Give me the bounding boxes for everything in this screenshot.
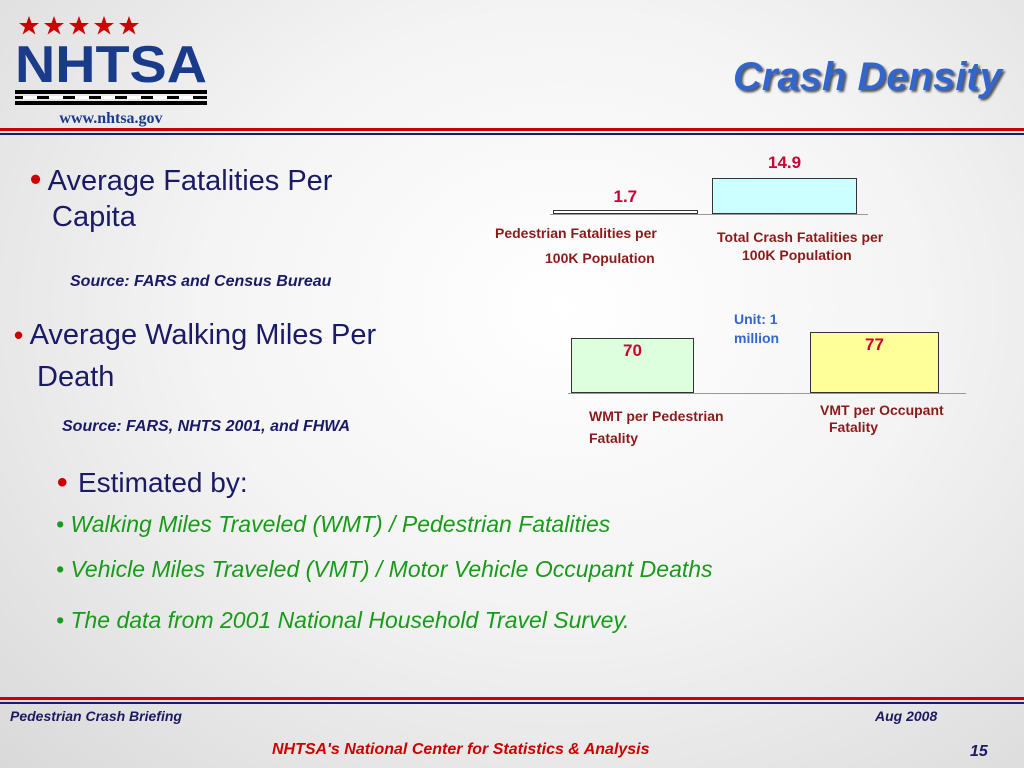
chart2-bar-wmt bbox=[571, 337, 694, 393]
logo-url: www.nhtsa.gov bbox=[59, 110, 162, 127]
header-divider-blue bbox=[0, 133, 1024, 135]
page-number: 15 bbox=[970, 743, 988, 760]
section1-heading-line2: Capita bbox=[52, 201, 136, 233]
chart1-value-pedestrian: 1.7 bbox=[613, 186, 638, 206]
chart1-category-total: Total Crash Fatalities per 100K Populati… bbox=[717, 228, 883, 264]
section2-heading: • Average Walking Miles Per bbox=[14, 318, 376, 352]
chart2-value-wmt: 70 bbox=[623, 340, 642, 360]
chart1-category-pedestrian-line1: Pedestrian Fatalities per bbox=[495, 225, 657, 241]
chart2-unit-note: Unit: 1 million bbox=[734, 310, 779, 348]
nhtsa-logo: NHTSA www.nhtsa.gov bbox=[15, 10, 210, 128]
page-title: Crash Density bbox=[733, 55, 1002, 99]
estimate-item-nhts: • The data from 2001 National Household … bbox=[56, 607, 630, 633]
section2-source: Source: FARS, NHTS 2001, and FHWA bbox=[62, 418, 351, 435]
chart1-category-pedestrian-line2: 100K Population bbox=[545, 250, 655, 266]
section3-heading: • Estimated by: bbox=[57, 466, 248, 500]
chart2-category-wmt: WMT per Pedestrian Fatality bbox=[589, 405, 724, 449]
footer-date: Aug 2008 bbox=[875, 708, 938, 724]
chart1-value-total: 14.9 bbox=[768, 153, 802, 172]
section1-heading-line1: Average Fatalities Per bbox=[47, 165, 333, 197]
chart1-axis bbox=[550, 214, 868, 215]
section2-heading-line2: Death bbox=[37, 361, 115, 393]
chart2-axis bbox=[568, 393, 966, 394]
chart2-category-vmt-line2: Fatality bbox=[829, 419, 879, 435]
section1-source: Source: FARS and Census Bureau bbox=[70, 273, 332, 290]
footer-briefing: Pedestrian Crash Briefing bbox=[10, 708, 182, 724]
chart1-category-pedestrian: Pedestrian Fatalities per 100K Populatio… bbox=[495, 224, 657, 267]
header-divider-red bbox=[0, 128, 1024, 131]
bullet-icon: • bbox=[57, 466, 68, 499]
footer-divider-red bbox=[0, 697, 1024, 700]
chart1-bar-total bbox=[712, 178, 857, 214]
chart2-unit-line1: Unit: 1 bbox=[734, 311, 778, 327]
chart2-category-wmt-line1: WMT per Pedestrian bbox=[589, 408, 724, 424]
chart2-bar-vmt bbox=[810, 332, 939, 393]
chart2-category-wmt-line2: Fatality bbox=[589, 430, 639, 446]
nhtsa-logo-graphic: NHTSA www.nhtsa.gov bbox=[15, 16, 207, 127]
footer-divider-blue bbox=[0, 702, 1024, 704]
bullet-icon: • bbox=[14, 320, 24, 350]
chart2-category-vmt: VMT per Occupant Fatality bbox=[820, 402, 944, 436]
chart1-category-total-line1: Total Crash Fatalities per bbox=[717, 229, 884, 245]
section3-heading-text: Estimated by: bbox=[77, 467, 248, 498]
chart2-category-vmt-line1: VMT per Occupant bbox=[820, 402, 944, 418]
estimate-item-wmt: • Walking Miles Traveled (WMT) / Pedestr… bbox=[56, 511, 611, 537]
estimate-item-vmt: • Vehicle Miles Traveled (VMT) / Motor V… bbox=[56, 556, 713, 582]
chart2-value-vmt: 77 bbox=[865, 335, 884, 354]
chart1-bar-pedestrian bbox=[553, 209, 698, 214]
bullet-icon: • bbox=[30, 161, 42, 197]
chart1-category-total-line2: 100K Population bbox=[742, 247, 852, 263]
chart2-unit-line2: million bbox=[734, 330, 780, 346]
section1-heading: • Average Fatalities Per bbox=[30, 162, 332, 198]
section2-heading-line1: Average Walking Miles Per bbox=[29, 319, 377, 351]
logo-text: NHTSA bbox=[15, 36, 207, 94]
footer-center-title: NHTSA's National Center for Statistics &… bbox=[272, 741, 650, 758]
